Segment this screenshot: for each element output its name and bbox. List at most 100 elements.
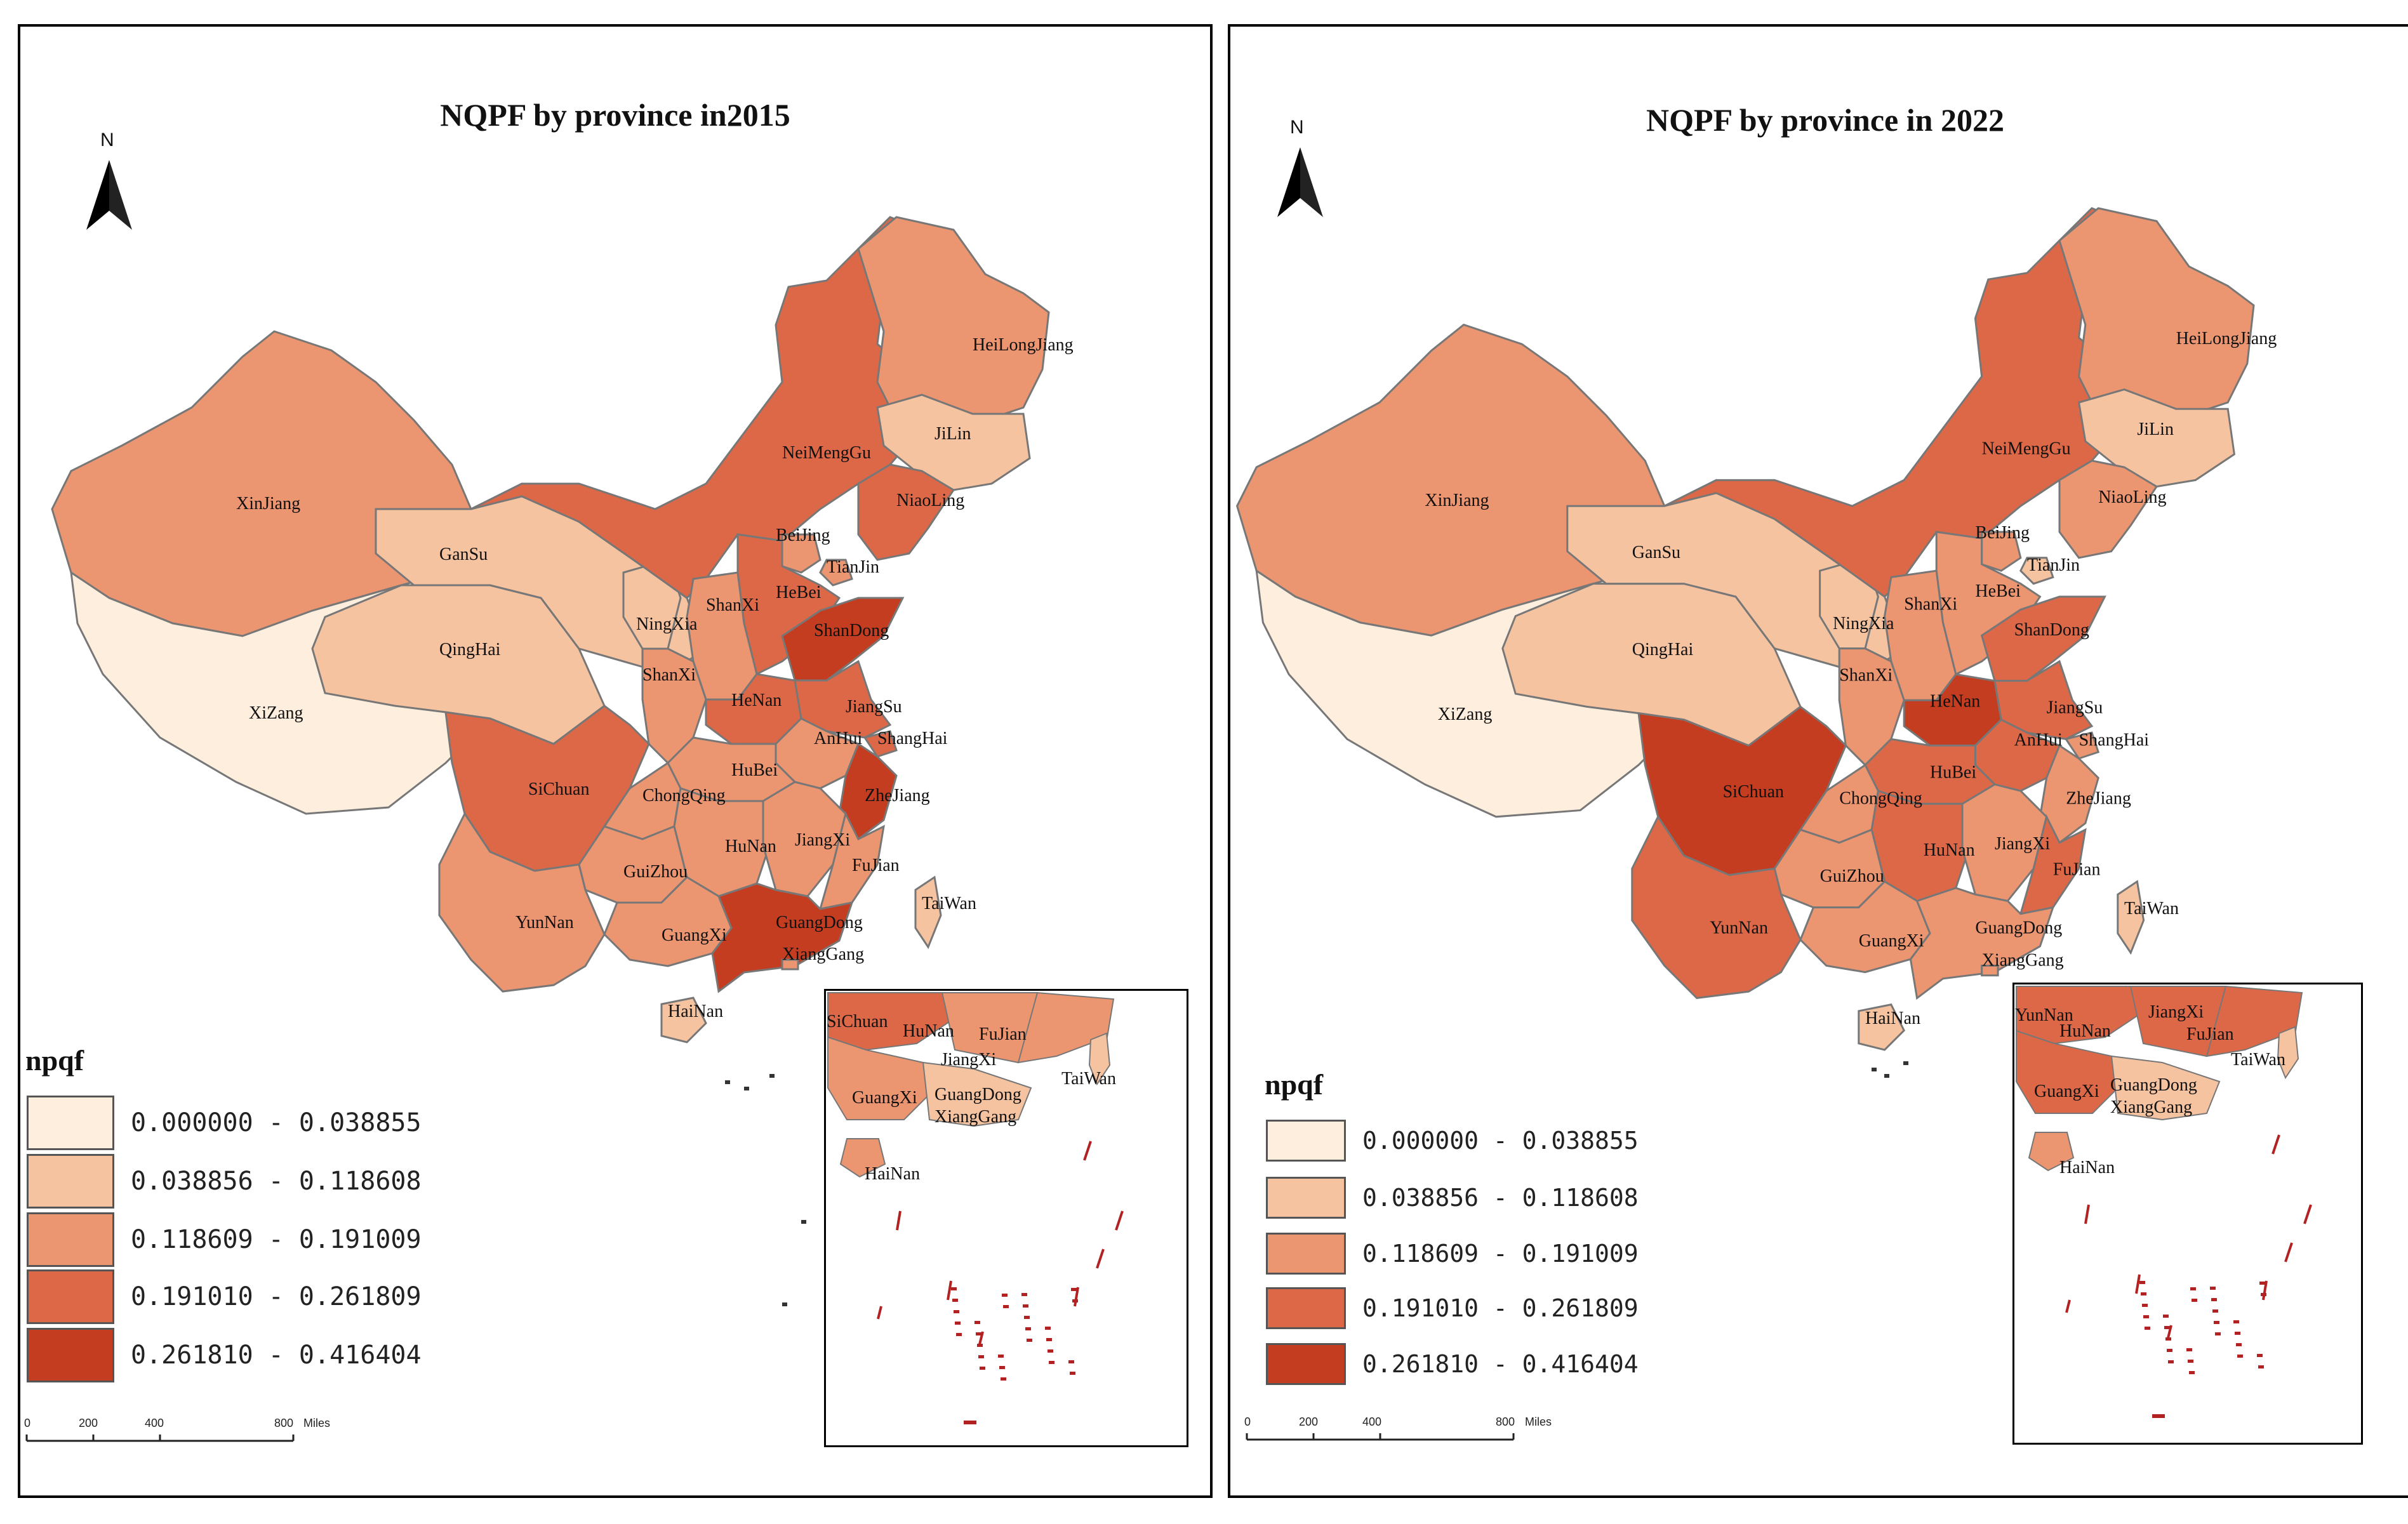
province-label: ShanDong: [2014, 620, 2089, 640]
province-xianggang[interactable]: [781, 958, 799, 971]
north-label: N: [1290, 117, 1304, 138]
island-mark: [951, 1287, 957, 1290]
scale-unit: Miles: [303, 1417, 331, 1429]
province-label: TianJin: [2027, 555, 2080, 575]
legend-swatch: [27, 1328, 114, 1382]
province-niaoling[interactable]: [857, 463, 955, 561]
island-mark: [1024, 1316, 1030, 1319]
province-taiwan[interactable]: [2117, 880, 2145, 955]
island-mark: [744, 1087, 749, 1090]
boundary-dash: [1083, 1141, 1092, 1161]
island-mark: [2168, 1360, 2174, 1363]
province-label: XinJiang: [236, 494, 300, 514]
north-arrow-icon: [1277, 147, 1300, 217]
legend-class-3: 0.118609 - 0.191009: [27, 1211, 422, 1268]
legend-range: 0.000000 - 0.038855: [1362, 1127, 1639, 1155]
boundary-dash: [2065, 1299, 2071, 1313]
north-arrow-icon: [109, 160, 132, 230]
island-mark: [2261, 1293, 2266, 1296]
province-label: ZheJiang: [865, 786, 930, 805]
province-hainan[interactable]: [660, 997, 707, 1044]
inset-label: GuangXi: [852, 1088, 917, 1108]
scale-tick: 400: [1362, 1415, 1382, 1428]
island-mark: [769, 1074, 775, 1078]
island-mark: [2186, 1348, 2192, 1351]
province-shanghai[interactable]: [2064, 731, 2100, 760]
province-heilongjiang[interactable]: [2058, 207, 2255, 430]
province-label: GuangDong: [776, 913, 863, 932]
scale-tick: 0: [1244, 1415, 1251, 1428]
china-choropleth-2022: XinJiang XiZang QingHai GanSu NingXia NeiMeng…: [1235, 147, 2312, 1441]
island-mark: [2214, 1321, 2219, 1324]
north-label: N: [100, 129, 114, 150]
province-jilin[interactable]: [2077, 388, 2236, 488]
province-hainan[interactable]: [1858, 1003, 1906, 1051]
island-mark: [2139, 1281, 2145, 1284]
province-label: JiangSu: [846, 697, 902, 717]
inset-label: GuangDong: [2110, 1075, 2197, 1095]
inset-province: [2016, 1030, 2119, 1114]
province-label: HeNan: [1930, 691, 1980, 711]
island-mark: [1070, 1372, 1075, 1375]
province-label: SiChuan: [1723, 782, 1784, 802]
province-taiwan[interactable]: [914, 875, 942, 950]
scale-tick: 800: [1496, 1415, 1515, 1428]
province-jilin[interactable]: [876, 394, 1031, 491]
province-label: HaiNan: [1865, 1009, 1920, 1028]
island-mark: [1046, 1338, 1052, 1341]
island-mark: [1021, 1293, 1027, 1296]
province-label: JiangSu: [2047, 698, 2103, 718]
island-mark: [2190, 1287, 2196, 1290]
island-mark: [1068, 1360, 1074, 1363]
boundary-dash: [1115, 1210, 1124, 1231]
inset-label: SiChuan: [827, 1012, 888, 1031]
scale-tick: 200: [79, 1417, 98, 1429]
island-mark: [2163, 1315, 2169, 1318]
province-label: TianJin: [827, 557, 879, 577]
island-mark: [2189, 1371, 2195, 1374]
boundary-dash: [2272, 1134, 2280, 1155]
island-mark: [1002, 1294, 1008, 1297]
province-label: AnHui: [2014, 731, 2063, 750]
province-tianjin[interactable]: [2019, 557, 2054, 585]
legend-class-1: 0.000000 - 0.038855: [1266, 1112, 1639, 1169]
province-label: XiZang: [1438, 705, 1493, 724]
province-tianjin[interactable]: [819, 559, 853, 586]
island-mark: [2212, 1309, 2218, 1313]
island-mark: [1072, 1299, 1078, 1302]
boundary-dash: [947, 1280, 952, 1301]
province-xianggang[interactable]: [1981, 964, 1999, 977]
province-niaoling[interactable]: [2058, 460, 2159, 559]
map-panel-2022: NQPF by province in 2022 N XinJiang XiZan…: [1228, 24, 2408, 1498]
province-heilongjiang[interactable]: [857, 216, 1050, 434]
island-mark: [2259, 1282, 2265, 1285]
legend-class-2: 0.038856 - 0.118608: [1266, 1169, 1639, 1226]
map-title: NQPF by province in2015: [440, 97, 790, 133]
legend-range: 0.191010 - 0.261809: [131, 1282, 422, 1311]
province-label: AnHui: [814, 729, 862, 748]
province-label: GanSu: [1632, 543, 1680, 562]
legend-title: npqf: [25, 1044, 84, 1077]
island-mark: [980, 1367, 985, 1370]
legend-swatch: [27, 1154, 114, 1209]
boundary-dash: [1074, 1287, 1079, 1307]
province-label: TaiWan: [922, 894, 976, 913]
island-mark: [952, 1299, 958, 1302]
province-label: GuangXi: [662, 925, 727, 945]
province-label: GuiZhou: [1820, 866, 1884, 886]
province-guangdong[interactable]: [1909, 887, 2055, 1000]
province-label: GanSu: [439, 545, 488, 564]
island-mark: [2210, 1287, 2216, 1290]
province-label: NeiMengGu: [1982, 439, 2071, 459]
province-guangdong[interactable]: [711, 882, 854, 993]
province-label: JiLin: [2137, 420, 2174, 439]
province-label: HeiLongJiang: [973, 335, 1074, 355]
province-label: ShanXi: [706, 595, 759, 615]
province-label: NiaoLing: [896, 491, 964, 510]
province-label: ShangHai: [877, 729, 948, 748]
inset-province: [2110, 1055, 2221, 1121]
province-shanghai[interactable]: [863, 730, 898, 758]
inset-taiwan: [1088, 1032, 1111, 1086]
legend-swatch: [1266, 1287, 1346, 1329]
province-label: HeBei: [1975, 581, 2021, 601]
